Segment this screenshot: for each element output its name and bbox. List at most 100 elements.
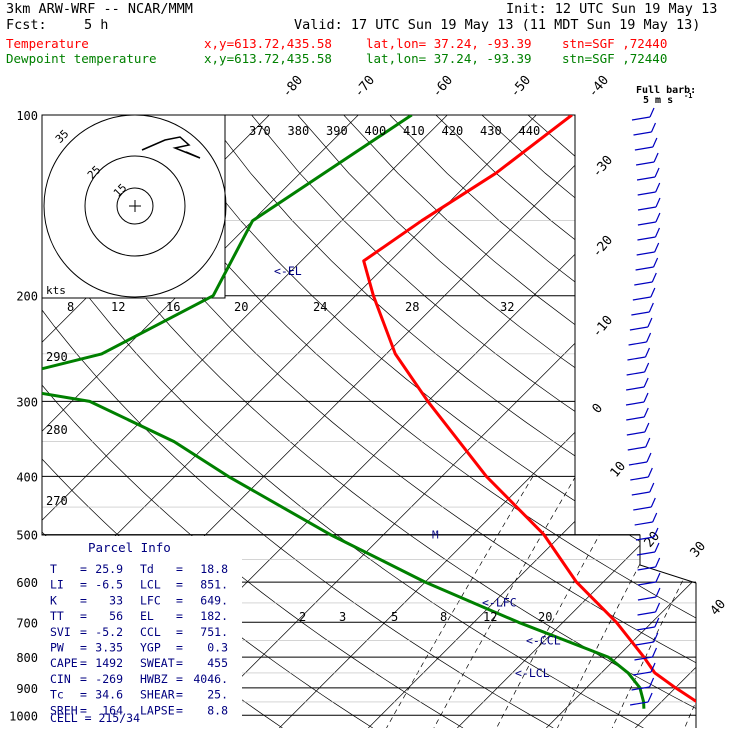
mixing-ratio-line [557, 476, 687, 728]
parcel-cell-text: 56 [109, 609, 123, 623]
hodograph: 35 25 15 kts [41, 114, 227, 299]
wind-barb-flag [653, 257, 659, 268]
parcel-cell-text: SVI [50, 625, 71, 639]
wind-barb-flag [643, 392, 649, 403]
parcel-cell-text: 751. [200, 625, 228, 639]
pressure-label-900: 900 [16, 682, 38, 696]
parcel-cell-text: 649. [200, 593, 228, 607]
isotherm [42, 115, 448, 728]
hodograph-units: kts [46, 284, 66, 297]
parcel-cell-text: 33 [109, 593, 123, 607]
parcel-cell-text: = [176, 641, 183, 655]
wind-barb-flag [654, 242, 660, 253]
mixing-label: 12 [111, 300, 125, 314]
parcel-cell-text: 1492 [95, 656, 123, 670]
wind-barb-flag [655, 212, 661, 223]
wind-barb [628, 341, 647, 346]
dewpoint-label: Dewpoint temperature [6, 51, 157, 66]
parcel-cell-text: CCL [140, 625, 161, 639]
isotherm-label: 30 [688, 539, 710, 561]
dry-adiabat [251, 115, 696, 728]
annotation-lfc: <-LFC [482, 596, 517, 610]
parcel-cell-text: 3.35 [95, 641, 123, 655]
annotation-el: <-EL [274, 264, 302, 278]
isotherm [190, 115, 696, 728]
isotherm-label: 40 [708, 597, 730, 619]
theta-label: 420 [442, 124, 464, 138]
hodograph-ring-middle [84, 155, 186, 257]
temperature-station: stn=SGF ,72440 [562, 36, 668, 51]
wind-barb [634, 521, 653, 526]
wind-barb [637, 566, 656, 571]
parcel-info-box: Parcel Info T = 25.9 Td = 18.8 LI = -6.5 LCL = 851.… [42, 536, 242, 728]
parcel-cell-text: 851. [200, 578, 228, 592]
dewpoint-station: stn=SGF ,72440 [562, 51, 668, 66]
parcel-cell-text: = [176, 703, 183, 717]
wind-barb [627, 356, 646, 361]
mixing-label: 28 [405, 300, 419, 314]
annotation-marker: M [432, 529, 439, 542]
wind-barb [636, 551, 656, 556]
wind-barb-flag [651, 272, 657, 283]
wind-barb-flag [643, 407, 649, 418]
parcel-cell-text: -5.2 [95, 625, 123, 639]
wind-barb-flag [652, 137, 658, 148]
wind-barb [637, 206, 657, 211]
parcel-cell-text: = [80, 562, 87, 576]
dewpoint-xy: x,y=613.72,435.58 [204, 51, 332, 66]
parcel-cell-text: = [176, 578, 183, 592]
isotherm [635, 115, 696, 728]
isotherm-label: 20 [642, 529, 664, 551]
isotherm-label: 10 [608, 459, 630, 481]
mixing-label: 8 [67, 300, 74, 314]
isotherm-label: -30 [590, 153, 617, 181]
temperature-label: Temperature [6, 36, 89, 51]
pressure-label-500: 500 [16, 529, 38, 543]
wind-barb-flag [654, 542, 660, 553]
parcel-cell-text: 164 [102, 703, 123, 717]
annotation-ccl: <-CCL [526, 634, 561, 648]
parcel-cell-text: CAPE [50, 656, 78, 670]
pressure-label-300: 300 [16, 395, 38, 409]
wind-barb [626, 431, 645, 436]
mixing-label-low: 2 [299, 610, 306, 624]
isotherm [457, 115, 696, 728]
dry-adiabat [665, 115, 696, 728]
wind-barb-flag [653, 527, 659, 538]
dry-adiabat [435, 115, 696, 728]
theta-label-left: 290 [46, 350, 68, 364]
wind-barb-flag [655, 182, 661, 193]
wind-barb [632, 296, 651, 301]
parcel-cell-text: = [80, 609, 87, 623]
wind-barb [634, 281, 653, 286]
parcel-cell-text: LI [50, 578, 64, 592]
wind-barb-flag [654, 227, 661, 238]
parcel-cell-text: -269 [95, 672, 123, 686]
temperature-xy: x,y=613.72,435.58 [204, 36, 332, 51]
wind-barb [631, 311, 650, 316]
wind-barb-flag [655, 557, 661, 568]
pressure-label-100: 100 [16, 109, 38, 123]
wind-barb-flag [651, 647, 658, 658]
parcel-cell-text: YGP [140, 641, 161, 655]
wind-barb [629, 326, 648, 331]
pressure-label-400: 400 [16, 470, 38, 484]
mixing-label-low: 12 [483, 610, 497, 624]
theta-label: 400 [365, 124, 387, 138]
isotherm [546, 115, 696, 728]
wind-barb-flag [655, 197, 661, 208]
plot-frame-lower [575, 534, 697, 728]
wind-barb [628, 461, 648, 466]
parcel-cell-text: = [176, 672, 183, 686]
wind-barb-flag [646, 452, 652, 463]
parcel-cell-text: 4046. [193, 672, 228, 686]
hodograph-ring-inner [116, 187, 154, 225]
wind-barb [627, 446, 646, 451]
wind-barb [633, 131, 652, 136]
isotherm-label: -60 [430, 73, 457, 101]
wind-barb-flag [645, 437, 651, 448]
dry-adiabat [712, 115, 740, 728]
mixing-label: 24 [313, 300, 327, 314]
parcel-cell-text: = [80, 688, 87, 702]
